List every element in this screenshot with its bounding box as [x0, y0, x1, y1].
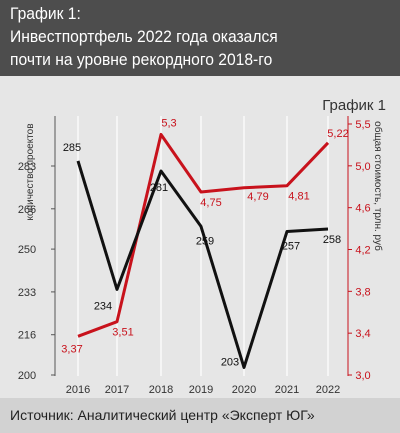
data-labels: 285 234 281 259 203 257 258 3,37 3,51 5,3 4,75 4,79… [61, 117, 348, 368]
grid-lines [77, 116, 329, 376]
value-data-label: 4,79 [247, 191, 268, 203]
value-data-label: 5,22 [327, 128, 348, 140]
investment-line-chart: 200 216 233 250 266 283 3,0 3,4 3,8 4,2 4,6 5,0 5,5 2… [18, 97, 386, 396]
left-tick-label: 250 [18, 244, 36, 256]
x-tick-label: 2022 [316, 384, 340, 396]
projects-data-label: 257 [282, 240, 300, 252]
projects-data-label: 259 [196, 235, 214, 247]
left-tick-label: 216 [18, 330, 36, 342]
x-tick-label: 2019 [189, 384, 213, 396]
left-tick-label: 283 [18, 161, 36, 173]
projects-series-line [76, 160, 329, 369]
right-tick-label: 4,6 [355, 203, 370, 215]
source-text: Источник: Аналитический центр «Эксперт Ю… [10, 407, 315, 423]
left-tick-label: 233 [18, 287, 36, 299]
right-tick-label: 3,0 [355, 370, 370, 382]
value-series-line [77, 132, 330, 338]
chart-title: График 1 [322, 97, 386, 114]
x-tick-label: 2016 [66, 384, 90, 396]
x-tick-label: 2017 [105, 384, 129, 396]
value-data-label: 4,81 [288, 191, 309, 203]
header-title-line-2: почти на уровне рекордного 2018-го [10, 50, 273, 69]
chart-header: График 1: Инвестпортфель 2022 года оказа… [0, 0, 400, 76]
right-tick-label: 3,4 [355, 328, 370, 340]
source-footer: Источник: Аналитический центр «Эксперт Ю… [0, 398, 400, 433]
projects-data-label: 281 [150, 182, 168, 194]
series-lines [76, 132, 330, 369]
left-axis-label: количество проектов [25, 123, 36, 220]
projects-data-label: 285 [63, 142, 81, 154]
header-title-line-1: Инвестпортфель 2022 года оказался [10, 27, 278, 46]
x-tick-label: 2021 [275, 384, 299, 396]
projects-data-label: 234 [94, 300, 112, 312]
value-data-label: 3,37 [61, 343, 82, 355]
value-data-label: 3,51 [112, 327, 133, 339]
left-tick-label: 266 [18, 204, 36, 216]
projects-data-label: 203 [221, 356, 239, 368]
value-data-label: 5,3 [161, 117, 176, 129]
right-tick-label: 3,8 [355, 286, 370, 298]
x-tick-label: 2018 [149, 384, 173, 396]
right-axis-label: общая стоимость, трлн. руб [372, 121, 384, 251]
header-label: График 1: [10, 4, 81, 23]
x-tick-label: 2020 [232, 384, 256, 396]
projects-data-label: 258 [323, 234, 341, 246]
right-tick-label: 5,0 [355, 161, 370, 173]
right-tick-label: 4,2 [355, 245, 370, 257]
left-tick-label: 200 [18, 370, 36, 382]
right-tick-label: 5,5 [355, 119, 370, 131]
value-data-label: 4,75 [200, 197, 221, 209]
axes: 200 216 233 250 266 283 3,0 3,4 3,8 4,2 4,6 5,0 5,5 2… [18, 116, 371, 396]
